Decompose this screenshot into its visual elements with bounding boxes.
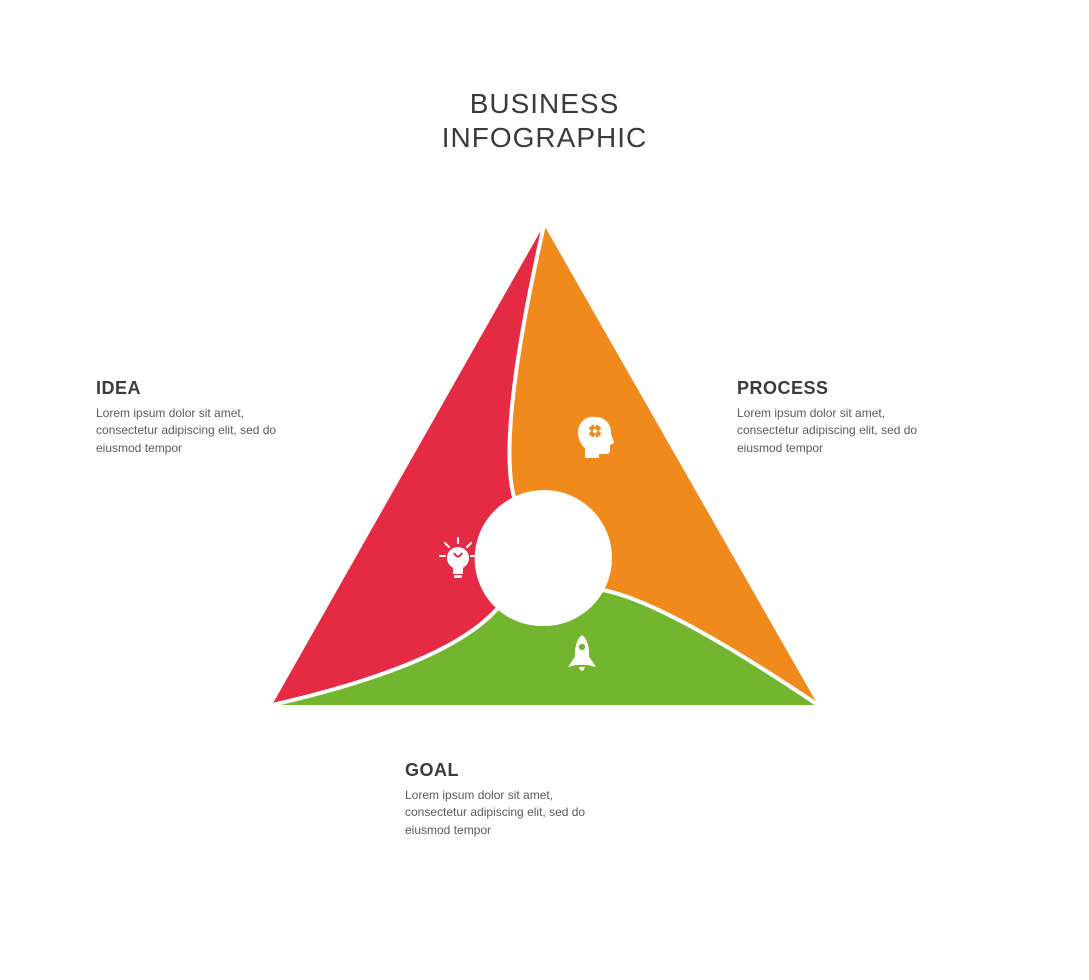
body-process: Lorem ipsum dolor sit amet, consectetur … [737,405,937,457]
heading-process: PROCESS [737,378,937,399]
title-line-1: BUSINESS [0,88,1089,120]
heading-idea: IDEA [96,378,296,399]
label-goal: GOAL Lorem ipsum dolor sit amet, consect… [405,760,605,839]
triangle-svg [272,225,818,705]
center-hole [476,490,612,626]
triangle-diagram [272,225,818,705]
label-idea: IDEA Lorem ipsum dolor sit amet, consect… [96,378,296,457]
title-line-2: INFOGRAPHIC [0,122,1089,154]
body-idea: Lorem ipsum dolor sit amet, consectetur … [96,405,296,457]
infographic-stage: BUSINESS INFOGRAPHIC [0,0,1089,980]
heading-goal: GOAL [405,760,605,781]
label-process: PROCESS Lorem ipsum dolor sit amet, cons… [737,378,937,457]
body-goal: Lorem ipsum dolor sit amet, consectetur … [405,787,605,839]
